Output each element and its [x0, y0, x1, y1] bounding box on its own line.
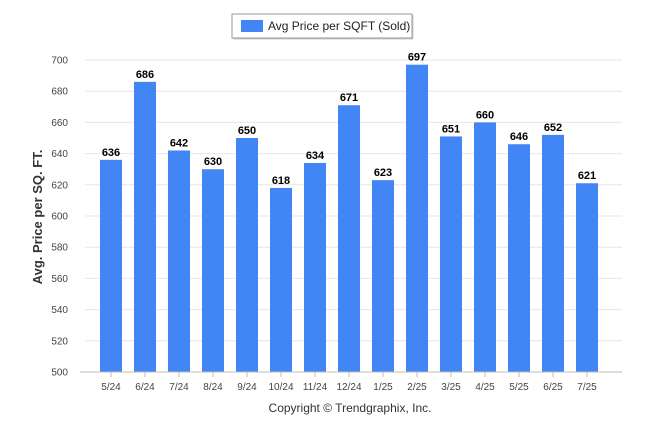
x-tick-label: 8/24 [203, 382, 223, 393]
x-tick-label: 11/24 [303, 382, 328, 393]
bar [542, 134, 564, 372]
y-tick-label: 700 [51, 56, 68, 67]
y-axis-ticks: 500 520 540 560 580 600 620 640 660 680 700 [51, 56, 68, 379]
data-label: 650 [238, 125, 256, 137]
bar [304, 162, 326, 372]
y-tick-label: 680 [51, 87, 68, 98]
y-tick-label: 640 [51, 149, 68, 160]
x-tick-label: 12/24 [336, 382, 361, 393]
bar [440, 136, 462, 372]
data-label: 634 [306, 150, 325, 162]
x-tick-label: 7/25 [577, 382, 597, 393]
bars [100, 64, 598, 373]
legend-swatch [241, 20, 263, 32]
data-label: 651 [442, 123, 460, 135]
bar [508, 144, 530, 372]
legend-label: Avg Price per SQFT (Sold) [268, 19, 410, 33]
x-tick-label: 1/25 [373, 382, 393, 393]
y-tick-label: 580 [51, 243, 68, 254]
data-label: 686 [136, 69, 154, 81]
bar [406, 64, 428, 373]
y-tick-label: 500 [51, 368, 68, 379]
x-tick-label: 10/24 [268, 382, 293, 393]
bar [576, 183, 598, 372]
data-label: 646 [510, 131, 528, 143]
y-tick-label: 560 [51, 274, 68, 285]
data-label: 618 [272, 175, 290, 187]
x-tick-label: 2/25 [407, 382, 427, 393]
y-tick-label: 540 [51, 305, 68, 316]
data-label: 621 [578, 170, 596, 182]
data-label: 630 [204, 156, 222, 168]
data-label: 660 [476, 109, 494, 121]
bar [236, 138, 258, 372]
x-tick-label: 9/24 [237, 382, 257, 393]
data-label: 623 [374, 167, 392, 179]
bar [134, 81, 156, 372]
x-tick-label: 5/24 [101, 382, 121, 393]
legend: Avg Price per SQFT (Sold) [231, 13, 414, 40]
x-tick-label: 3/25 [441, 382, 461, 393]
data-label: 652 [544, 122, 562, 134]
data-label: 642 [170, 137, 188, 149]
y-tick-label: 520 [51, 336, 68, 347]
y-tick-label: 600 [51, 212, 68, 223]
data-label: 671 [340, 92, 358, 104]
data-labels: 636 686 642 630 650 618 634 671 623 697 651 660 646 6… [102, 52, 596, 187]
bar [270, 187, 292, 372]
copyright-footer: Copyright © Trendgraphix, Inc. [269, 401, 432, 415]
bar [372, 180, 394, 372]
bar [338, 105, 360, 373]
x-tick-label: 6/24 [135, 382, 155, 393]
x-axis-ticks: 5/24 6/24 7/24 8/24 9/24 10/24 11/24 12/24 1/25 2… [101, 372, 597, 393]
y-tick-label: 620 [51, 180, 68, 191]
data-label: 636 [102, 147, 120, 159]
bar [202, 169, 224, 372]
data-label: 697 [408, 52, 426, 64]
y-tick-label: 660 [51, 118, 68, 129]
x-tick-label: 4/25 [475, 382, 495, 393]
y-axis-title: Avg. Price per SQ. FT. [30, 150, 45, 285]
bar [168, 150, 190, 372]
bar [100, 159, 122, 372]
x-tick-label: 6/25 [543, 382, 563, 393]
x-tick-label: 7/24 [169, 382, 189, 393]
x-tick-label: 5/25 [509, 382, 529, 393]
bar [474, 122, 496, 373]
